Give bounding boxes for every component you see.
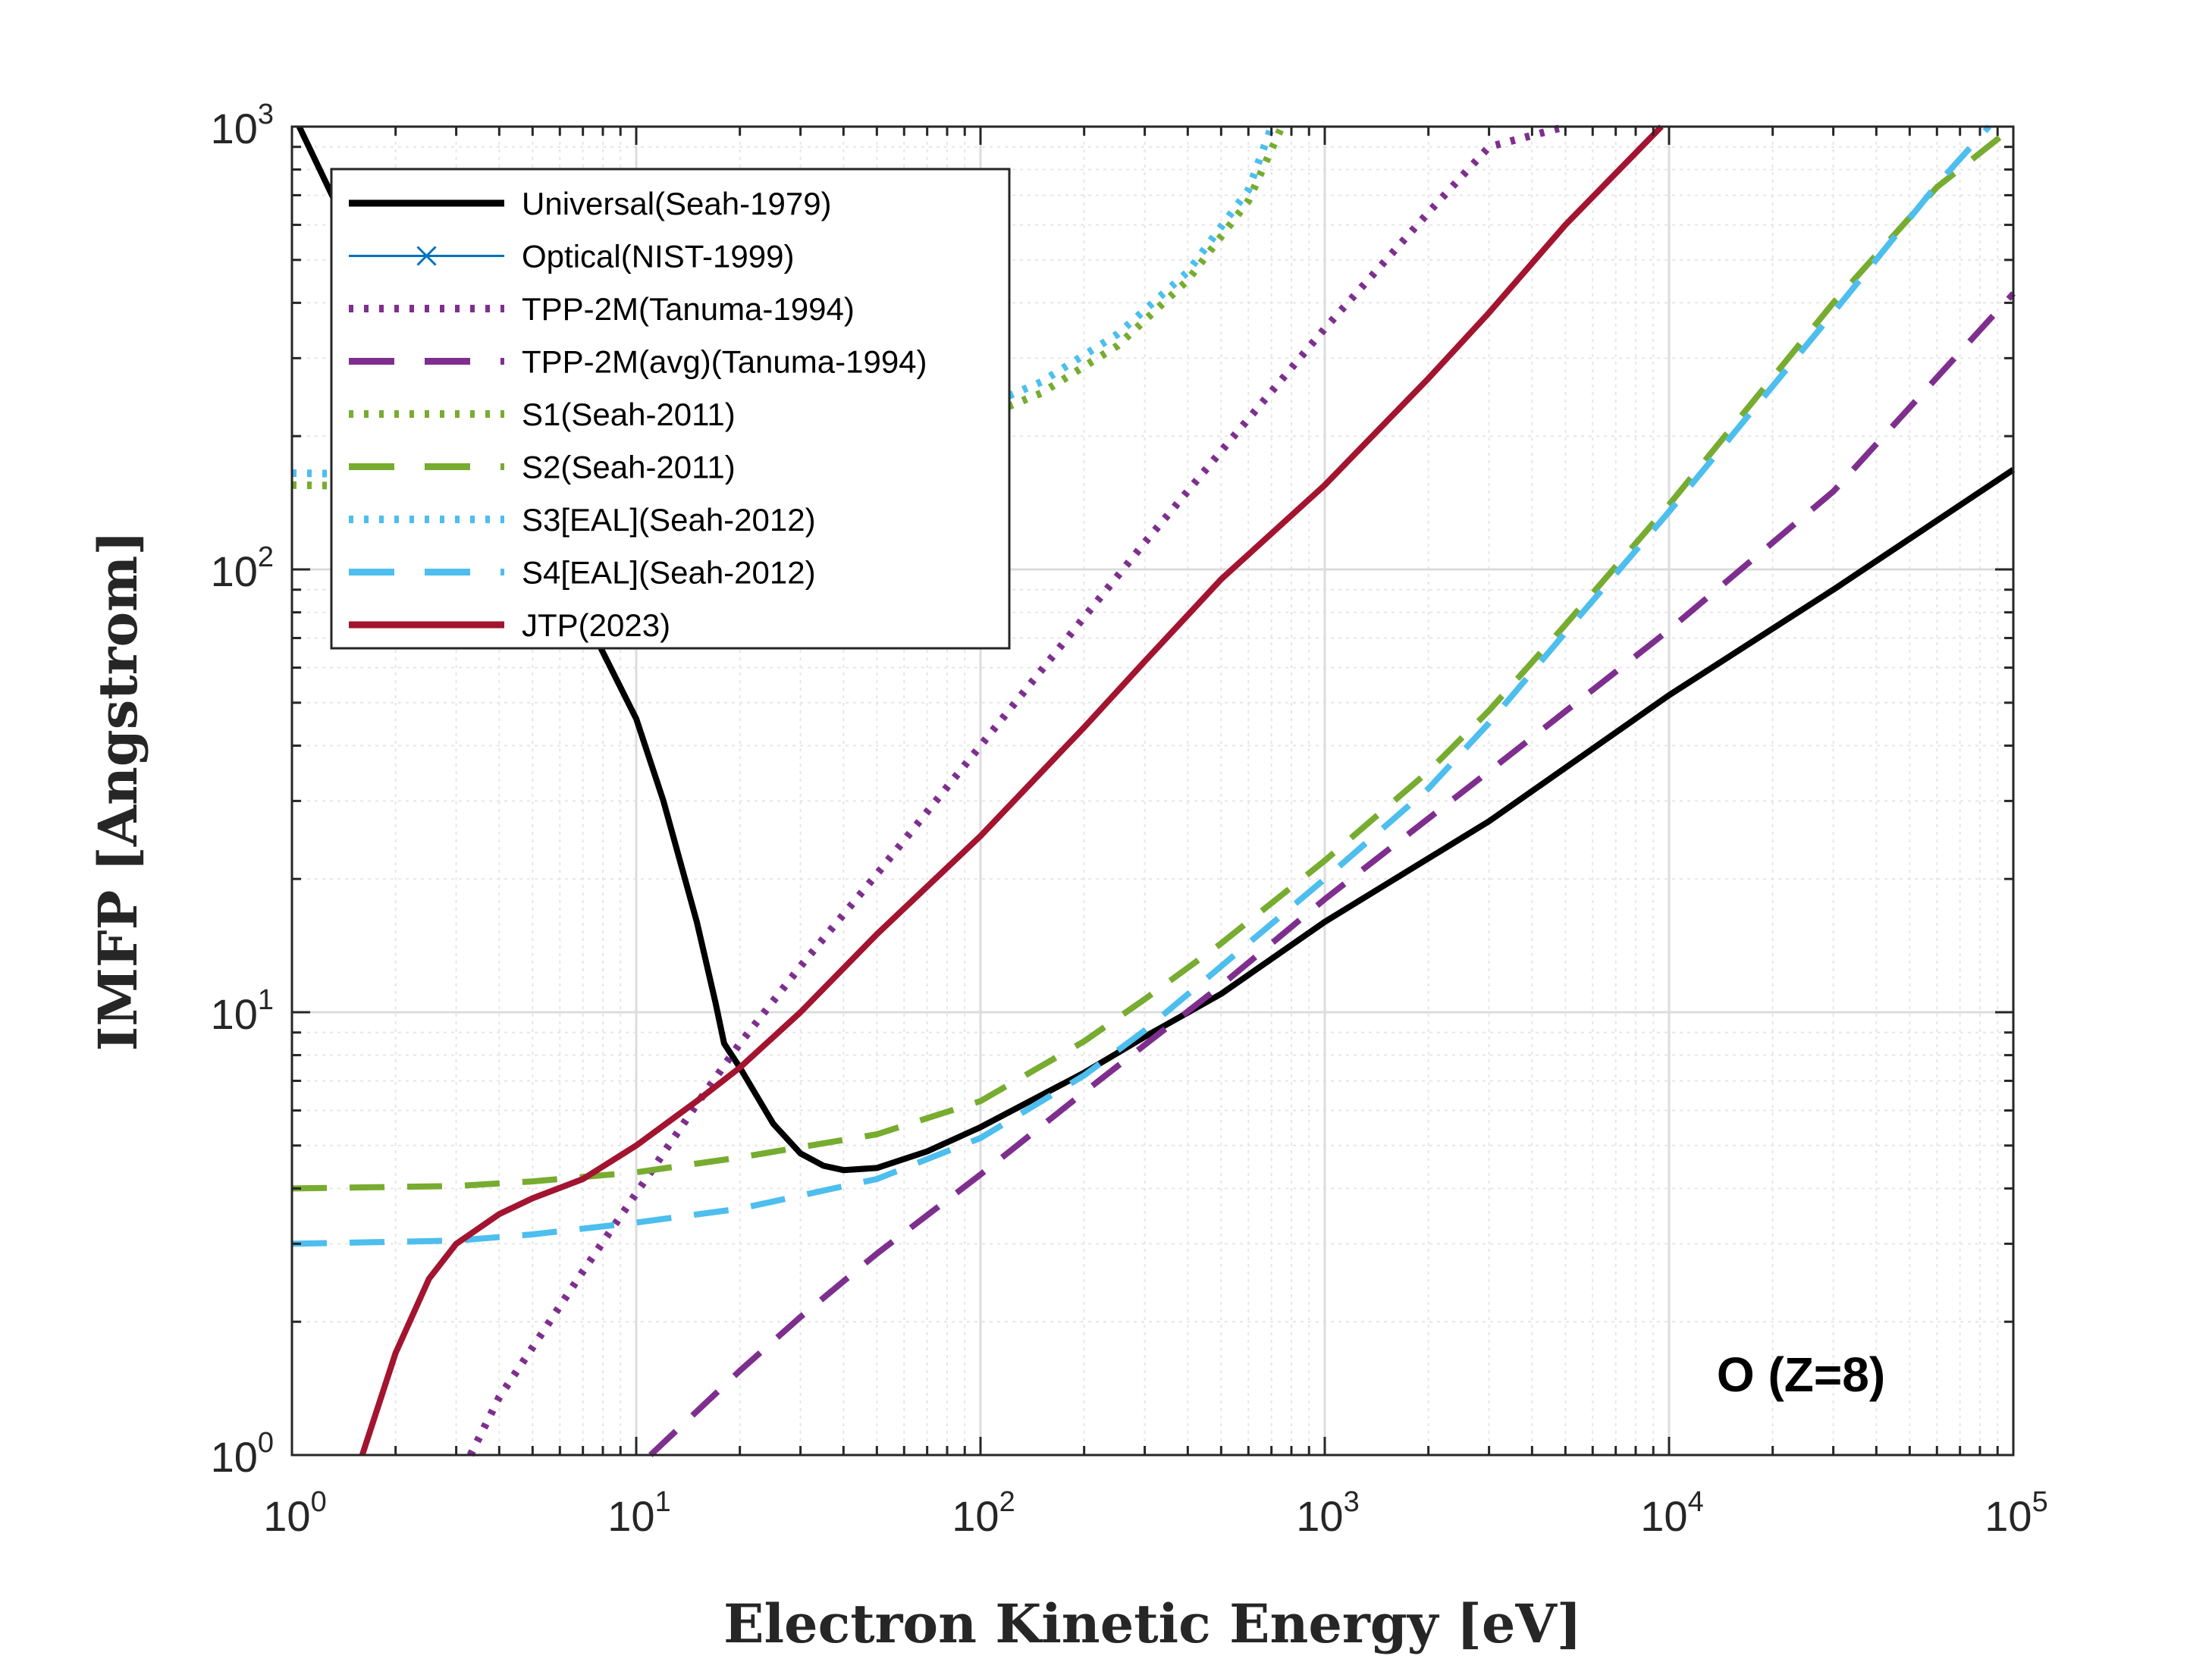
legend-label-1: Optical(NIST-1999)	[522, 239, 794, 274]
x-tick-label: 105	[1985, 1486, 2047, 1540]
series-line-8	[359, 124, 1664, 1457]
element-annotation: O (Z=8)	[1717, 1347, 1885, 1402]
x-tick-labels: 100 101 102 103 104 105	[263, 1486, 2047, 1540]
series-line-2	[466, 123, 1567, 1457]
y-tick-labels: 100 101 102 103	[211, 99, 274, 1481]
legend-label-0: Universal(Seah-1979)	[522, 186, 832, 221]
x-tick-label: 100	[263, 1486, 326, 1540]
legend: Universal(Seah-1979) Optical(NIST-1999) TP…	[330, 168, 1011, 650]
series-line-5	[291, 124, 2016, 1192]
legend-label-2: TPP-2M(Tanuma-1994)	[522, 291, 855, 327]
legend-label-4: S1(Seah-2011)	[522, 397, 736, 432]
legend-label-7: S4[EAL](Seah-2012)	[522, 555, 816, 591]
legend-label-3: TPP-2M(avg)(Tanuma-1994)	[522, 344, 927, 380]
y-tick-label: 101	[211, 984, 274, 1038]
series-line-3	[648, 291, 2016, 1457]
series-line-7	[291, 124, 1991, 1247]
x-tick-label: 102	[952, 1486, 1015, 1540]
axes-frame	[290, 125, 2015, 1457]
y-tick-label: 100	[211, 1427, 274, 1481]
x-axis-title: Electron Kinetic Energy [eV]	[723, 1592, 1582, 1655]
y-tick-label: 102	[211, 541, 274, 595]
x-tick-label: 101	[607, 1486, 670, 1540]
legend-label-5: S2(Seah-2011)	[522, 450, 736, 485]
x-tick-label: 103	[1296, 1486, 1359, 1540]
y-axis-title: IMFP [Angstrom]	[86, 531, 149, 1052]
legend-label-6: S3[EAL](Seah-2012)	[522, 502, 816, 538]
y-tick-label: 103	[211, 99, 274, 152]
legend-entries: Universal(Seah-1979) Optical(NIST-1999) TP…	[349, 186, 927, 643]
x-tick-label: 104	[1640, 1486, 1703, 1540]
legend-box	[330, 168, 1011, 650]
legend-marker-x	[416, 246, 437, 266]
legend-label-8: JTP(2023)	[522, 607, 670, 643]
axes-box	[290, 125, 2015, 1457]
